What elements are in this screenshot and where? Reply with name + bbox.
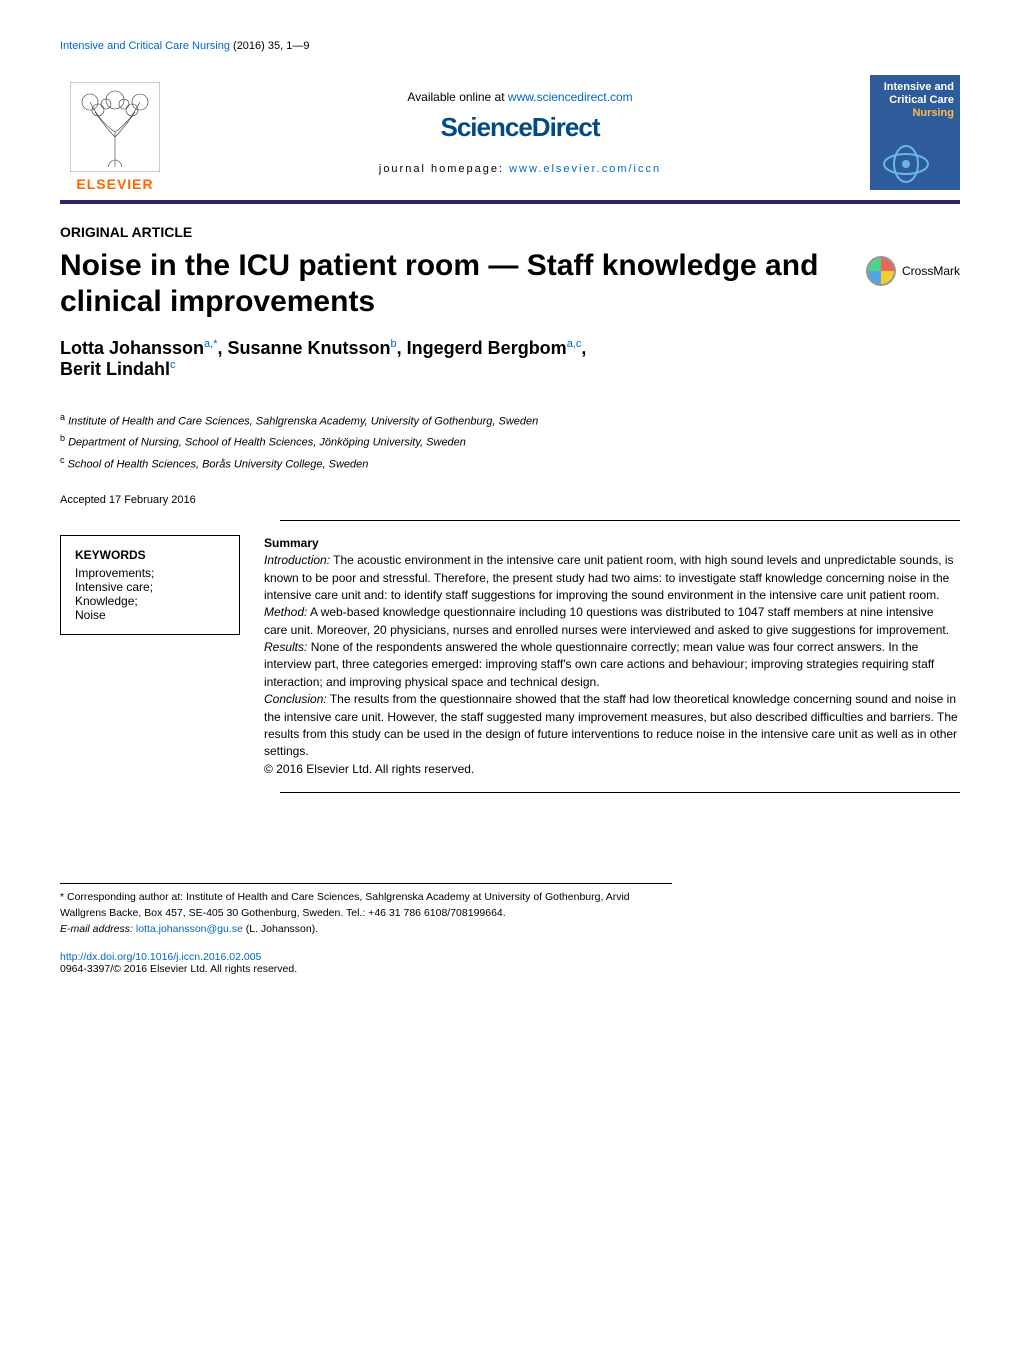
email-link[interactable]: lotta.johansson@gu.se <box>136 923 243 935</box>
author-4-affil: c <box>170 359 176 371</box>
doi-block: http://dx.doi.org/10.1016/j.iccn.2016.02… <box>60 951 960 975</box>
available-online-line: Available online at www.sciencedirect.co… <box>170 90 870 104</box>
summary-copyright: © 2016 Elsevier Ltd. All rights reserved… <box>264 761 960 778</box>
affil-a: Institute of Health and Care Sciences, S… <box>68 416 538 428</box>
email-suffix: (L. Johansson). <box>243 923 318 935</box>
author-1: Lotta Johansson <box>60 338 204 358</box>
results-label: Results: <box>264 640 307 654</box>
journal-name-link[interactable]: Intensive and Critical Care Nursing <box>60 40 230 52</box>
citation-pages: (2016) 35, 1—9 <box>230 40 310 52</box>
journal-cover-thumbnail: Intensive and Critical Care Nursing <box>870 75 960 190</box>
intro-text: The acoustic environment in the intensiv… <box>264 553 954 602</box>
method-text: A web-based knowledge questionnaire incl… <box>264 605 949 636</box>
affiliations: a Institute of Health and Care Sciences,… <box>60 410 960 474</box>
keyword-item: Improvements; <box>75 566 225 580</box>
doi-link[interactable]: http://dx.doi.org/10.1016/j.iccn.2016.02… <box>60 951 261 963</box>
conclusion-text: The results from the questionnaire showe… <box>264 692 958 758</box>
summary-block: Summary Introduction: The acoustic envir… <box>264 535 960 778</box>
elsevier-text: ELSEVIER <box>76 176 153 192</box>
email-label: E-mail address: <box>60 923 136 935</box>
author-3: Ingegerd Bergbom <box>407 338 567 358</box>
intro-label: Introduction: <box>264 553 330 567</box>
footnotes: * Corresponding author at: Institute of … <box>60 883 672 937</box>
header-banner: ELSEVIER Available online at www.science… <box>60 72 960 204</box>
banner-center: Available online at www.sciencedirect.co… <box>170 90 870 175</box>
sciencedirect-logo: ScienceDirect <box>170 112 870 143</box>
results-text: None of the respondents answered the who… <box>264 640 934 689</box>
cover-graphic-icon <box>876 144 936 184</box>
cover-line1: Intensive and <box>876 81 954 94</box>
divider-top <box>280 520 960 521</box>
cover-line3: Nursing <box>876 107 954 120</box>
issn-copyright: 0964-3397/© 2016 Elsevier Ltd. All right… <box>60 963 960 975</box>
cover-line2: Critical Care <box>876 94 954 107</box>
method-label: Method: <box>264 605 307 619</box>
author-4: Berit Lindahl <box>60 359 170 379</box>
crossmark-icon <box>866 256 896 286</box>
homepage-prefix: journal homepage: <box>379 163 509 175</box>
conclusion-label: Conclusion: <box>264 692 327 706</box>
author-2-affil: b <box>391 338 397 350</box>
author-1-affil: a,* <box>204 338 217 350</box>
corresponding-author: * Corresponding author at: Institute of … <box>60 890 672 922</box>
accepted-date: Accepted 17 February 2016 <box>60 494 960 506</box>
keyword-item: Intensive care; <box>75 580 225 594</box>
author-3-affil: a,c <box>567 338 582 350</box>
citation-line: Intensive and Critical Care Nursing (201… <box>60 40 960 52</box>
homepage-link[interactable]: www.elsevier.com/iccn <box>509 163 661 175</box>
keyword-item: Knowledge; <box>75 594 225 608</box>
summary-heading: Summary <box>264 535 960 552</box>
elsevier-tree-icon <box>70 82 160 172</box>
crossmark-badge[interactable]: CrossMark <box>866 256 960 286</box>
affil-b: Department of Nursing, School of Health … <box>68 437 466 449</box>
author-2: Susanne Knutsson <box>228 338 391 358</box>
affil-c: School of Health Sciences, Borås Univers… <box>68 458 369 470</box>
keywords-heading: KEYWORDS <box>75 548 225 562</box>
crossmark-label: CrossMark <box>902 264 960 278</box>
article-title: Noise in the ICU patient room — Staff kn… <box>60 248 846 320</box>
keywords-box: KEYWORDS Improvements; Intensive care; K… <box>60 535 240 635</box>
available-prefix: Available online at <box>407 90 508 104</box>
elsevier-logo: ELSEVIER <box>60 72 170 192</box>
authors-line: Lotta Johanssona,*, Susanne Knutssonb, I… <box>60 338 960 380</box>
article-type: ORIGINAL ARTICLE <box>60 224 960 240</box>
sciencedirect-url[interactable]: www.sciencedirect.com <box>508 90 633 104</box>
divider-bottom <box>280 792 960 793</box>
journal-homepage-line: journal homepage: www.elsevier.com/iccn <box>170 163 870 175</box>
keyword-item: Noise <box>75 608 225 622</box>
